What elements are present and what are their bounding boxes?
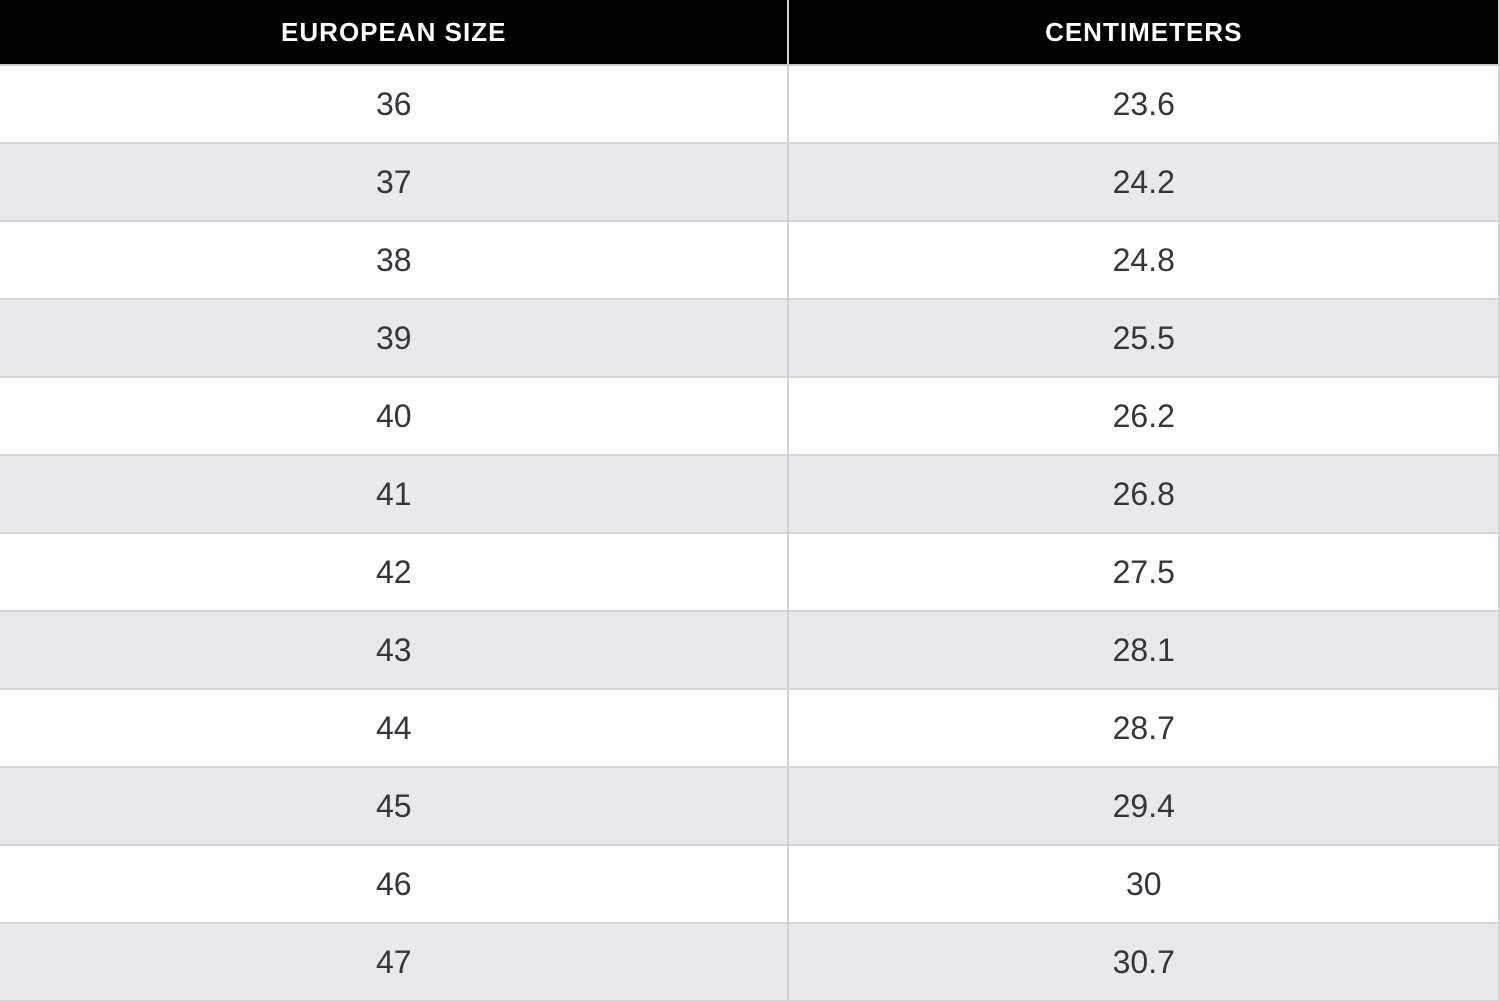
column-header-european-size: EUROPEAN SIZE [0, 0, 790, 66]
centimeters-cell: 23.6 [788, 65, 1500, 144]
european-size-cell: 43 [0, 611, 790, 690]
table-body: 36 23.6 37 24.2 38 24.8 39 25.5 40 26.2 41 26.8 42 27… [0, 65, 1500, 1002]
table-row: 44 28.7 [0, 689, 1500, 768]
table-row: 38 24.8 [0, 221, 1500, 300]
european-size-cell: 46 [0, 845, 790, 924]
european-size-cell: 40 [0, 377, 790, 456]
centimeters-cell: 26.8 [788, 455, 1500, 534]
column-header-centimeters: CENTIMETERS [788, 0, 1500, 66]
table-row: 45 29.4 [0, 767, 1500, 846]
table-row: 40 26.2 [0, 377, 1500, 456]
table-row: 43 28.1 [0, 611, 1500, 690]
centimeters-cell: 29.4 [788, 767, 1500, 846]
centimeters-cell: 25.5 [788, 299, 1500, 378]
header-row: EUROPEAN SIZE CENTIMETERS [0, 0, 1500, 66]
table-row: 42 27.5 [0, 533, 1500, 612]
european-size-cell: 37 [0, 143, 790, 222]
table-row: 39 25.5 [0, 299, 1500, 378]
centimeters-cell: 28.1 [788, 611, 1500, 690]
european-size-cell: 41 [0, 455, 790, 534]
centimeters-cell: 26.2 [788, 377, 1500, 456]
european-size-cell: 38 [0, 221, 790, 300]
european-size-cell: 44 [0, 689, 790, 768]
european-size-cell: 42 [0, 533, 790, 612]
european-size-cell: 36 [0, 65, 790, 144]
table-row: 37 24.2 [0, 143, 1500, 222]
centimeters-cell: 30 [788, 845, 1500, 924]
european-size-cell: 39 [0, 299, 790, 378]
table-row: 46 30 [0, 845, 1500, 924]
centimeters-cell: 30.7 [788, 923, 1500, 1002]
table-row: 41 26.8 [0, 455, 1500, 534]
european-size-cell: 45 [0, 767, 790, 846]
european-size-cell: 47 [0, 923, 790, 1002]
table-row: 47 30.7 [0, 923, 1500, 1002]
table-header: EUROPEAN SIZE CENTIMETERS [0, 0, 1500, 66]
centimeters-cell: 27.5 [788, 533, 1500, 612]
table-row: 36 23.6 [0, 65, 1500, 144]
centimeters-cell: 24.2 [788, 143, 1500, 222]
centimeters-cell: 28.7 [788, 689, 1500, 768]
centimeters-cell: 24.8 [788, 221, 1500, 300]
